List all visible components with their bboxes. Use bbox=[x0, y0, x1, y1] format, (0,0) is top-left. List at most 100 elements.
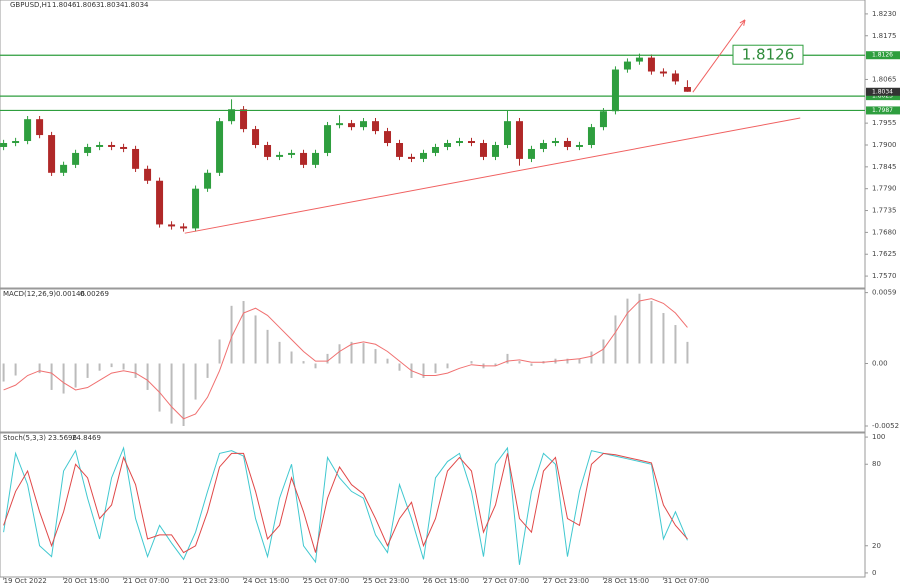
candle-body bbox=[120, 146, 128, 149]
level-label: 1.8126 bbox=[872, 52, 893, 59]
candle-body bbox=[228, 109, 236, 122]
x-tick-label: 27 Oct 07:00 bbox=[483, 577, 529, 585]
annotation-box bbox=[732, 44, 804, 65]
macd-title: MACD(12,26,9) bbox=[3, 290, 56, 298]
y-tick-label: 1.8230 bbox=[872, 10, 897, 18]
candle-body bbox=[587, 127, 595, 145]
candle-body bbox=[132, 148, 140, 169]
candle-body bbox=[443, 143, 451, 147]
candle-body bbox=[168, 224, 176, 227]
stoch-pane bbox=[0, 432, 866, 578]
ohlc-low: 1.8034 bbox=[100, 1, 125, 9]
stoch-line bbox=[3, 446, 688, 565]
level-tag bbox=[866, 51, 900, 60]
y-tick-label: 1.7845 bbox=[872, 163, 897, 171]
candle-body bbox=[288, 152, 296, 155]
candle-body bbox=[180, 226, 188, 229]
arrow bbox=[692, 19, 746, 93]
annotation: 1.8126 bbox=[742, 46, 795, 64]
x-tick-label: 26 Oct 15:00 bbox=[424, 577, 470, 585]
ohlc-open: 1.8046 bbox=[52, 1, 77, 9]
last-price-tag bbox=[866, 87, 900, 96]
candle-body bbox=[336, 123, 344, 126]
y-tick-label: 0.00 bbox=[872, 360, 888, 368]
candle-body bbox=[72, 152, 80, 165]
candle-body bbox=[216, 121, 224, 173]
candle-body bbox=[192, 188, 200, 229]
x-tick-label: 24 Oct 15:00 bbox=[244, 577, 290, 585]
ohlc-close: 1.8034 bbox=[124, 1, 149, 9]
x-tick-label: 19 Oct 2022 bbox=[4, 577, 47, 585]
y-tick-label: 1.7955 bbox=[872, 119, 897, 127]
candle-body bbox=[300, 152, 308, 165]
candle-body bbox=[420, 152, 428, 159]
y-tick-label: 1.7900 bbox=[872, 141, 897, 149]
level-label: 1.8023 bbox=[872, 93, 893, 100]
candle-body bbox=[36, 119, 44, 136]
candle-body bbox=[312, 152, 320, 165]
candle-body bbox=[24, 119, 32, 142]
ohlc-high: 1.8063 bbox=[76, 1, 101, 9]
stoch-header: Stoch(5,3,3) 23.5696 24.8469 bbox=[3, 434, 101, 442]
x-tick-label: 31 Oct 07:00 bbox=[663, 577, 709, 585]
stoch-line bbox=[3, 452, 688, 554]
candle-body bbox=[372, 121, 380, 132]
candle-body bbox=[611, 69, 619, 112]
candle-body bbox=[156, 180, 164, 225]
candle-body bbox=[575, 144, 583, 147]
x-tick-label: 27 Oct 23:00 bbox=[543, 577, 589, 585]
x-tick-label: 28 Oct 15:00 bbox=[603, 577, 649, 585]
y-tick-label: 1.7570 bbox=[872, 272, 897, 280]
candle-body bbox=[539, 143, 547, 149]
candle-body bbox=[348, 123, 356, 128]
candle-body bbox=[96, 144, 104, 147]
stoch-title: Stoch(5,3,3) bbox=[3, 434, 46, 442]
candle-body bbox=[659, 71, 667, 74]
candle-body bbox=[467, 141, 475, 144]
candle-body bbox=[324, 125, 332, 153]
x-tick-label: 25 Oct 07:00 bbox=[304, 577, 350, 585]
level-tag bbox=[866, 92, 900, 101]
x-tick-label: 20 Oct 15:00 bbox=[64, 577, 110, 585]
candle-body bbox=[635, 57, 643, 62]
macd-signal bbox=[3, 298, 688, 420]
candle-body bbox=[515, 121, 523, 159]
candle-body bbox=[431, 146, 439, 153]
macd-pane bbox=[0, 288, 866, 433]
candle-body bbox=[479, 143, 487, 157]
arrow-head bbox=[739, 19, 746, 26]
candle-body bbox=[360, 121, 368, 128]
candle-body bbox=[84, 146, 92, 153]
level-label: 1.7987 bbox=[872, 107, 893, 114]
y-tick-label: 0 bbox=[872, 569, 876, 577]
y-tick-label: 1.8065 bbox=[872, 75, 897, 83]
candle-body bbox=[12, 141, 20, 144]
y-tick-label: 1.8175 bbox=[872, 32, 897, 40]
candle-body bbox=[503, 121, 511, 145]
candle-body bbox=[60, 164, 68, 173]
y-tick-label: 1.7735 bbox=[872, 207, 897, 215]
candle-body bbox=[455, 141, 463, 144]
macd-header: MACD(12,26,9) 0.00146 0.00269 bbox=[3, 290, 109, 298]
candle-body bbox=[0, 143, 8, 147]
candle-body bbox=[563, 141, 571, 147]
candle-body bbox=[491, 144, 499, 157]
symbol: GBPUSD,H1 bbox=[10, 1, 51, 9]
candle-body bbox=[48, 135, 56, 173]
candle-body bbox=[204, 172, 212, 189]
candle-body bbox=[623, 61, 631, 70]
candle-body bbox=[551, 141, 559, 144]
x-tick-label: 21 Oct 23:00 bbox=[184, 577, 230, 585]
y-tick-label: 80 bbox=[872, 460, 881, 468]
main-pane bbox=[0, 0, 866, 289]
candle-body bbox=[144, 168, 152, 181]
candle-body bbox=[683, 86, 691, 92]
last-price-label: 1.8034 bbox=[872, 88, 893, 95]
candle-body bbox=[252, 129, 260, 145]
candle-body bbox=[384, 131, 392, 144]
x-tick-label: 25 Oct 23:00 bbox=[364, 577, 410, 585]
y-tick-label: 20 bbox=[872, 542, 881, 550]
y-tick-label: 0.0059 bbox=[872, 289, 897, 297]
